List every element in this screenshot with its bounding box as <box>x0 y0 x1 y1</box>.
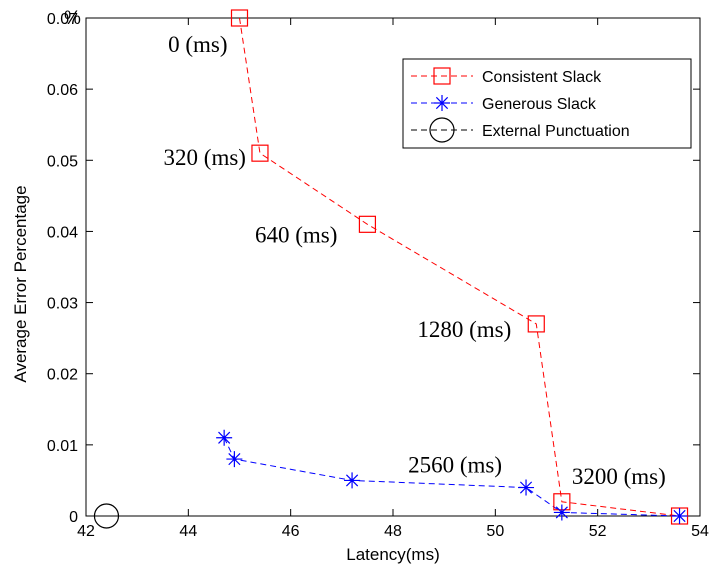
y-tick-label: 0.02 <box>47 367 78 384</box>
legend-marker-generous-slack <box>434 95 450 111</box>
legend-label-external-punctuation: External Punctuation <box>482 123 630 140</box>
y-tick-label: 0.01 <box>47 438 78 455</box>
x-tick-label: 50 <box>486 523 504 540</box>
consistent-slack-line <box>239 17 680 517</box>
y-tick-label: 0.06 <box>47 82 78 99</box>
annotations: 0 (ms) 320 (ms) 640 (ms) 1280 (ms) 2560 (ms)… <box>164 32 666 489</box>
y-tick-label: 0.05 <box>47 153 78 170</box>
x-tick-label: 54 <box>691 523 709 540</box>
y-tick-label: 0.03 <box>47 296 78 313</box>
annotation-label: 1280 (ms) <box>417 317 511 342</box>
y-unit-label: % <box>64 8 81 29</box>
generous-slack-marker <box>226 451 243 468</box>
consistent-slack-marker <box>358 215 377 233</box>
y-axis-label: Average Error Percentage <box>11 185 30 382</box>
axis-ticks: 42 44 46 48 50 52 54 0 0.01 0.02 0.03 0.04 0.05 0.06 0… <box>47 11 709 540</box>
consistent-slack-marker <box>527 315 545 333</box>
y-tick-label: 0 <box>69 509 78 526</box>
x-tick-label: 48 <box>384 523 402 540</box>
x-tick-label: 46 <box>282 523 300 540</box>
external-punctuation-marker <box>93 503 120 529</box>
x-tick-label: 42 <box>77 523 95 540</box>
y-tick-label: 0.07 <box>47 11 78 28</box>
legend: Consistent Slack Generous Slack External P… <box>402 58 692 149</box>
annotation-label: 3200 (ms) <box>572 464 666 489</box>
x-tick-label: 44 <box>179 523 197 540</box>
series-markers <box>93 9 689 529</box>
generous-slack-marker <box>344 472 361 489</box>
generous-slack-marker <box>216 429 233 446</box>
generous-slack-marker <box>671 508 688 524</box>
y-tick-label: 0.04 <box>47 224 78 241</box>
legend-marker-external-punctuation <box>429 117 455 143</box>
legend-label-generous-slack: Generous Slack <box>482 96 597 113</box>
series-lines <box>223 17 680 517</box>
x-axis-label: Latency(ms) <box>346 545 440 564</box>
generous-slack-line <box>223 437 680 517</box>
annotation-label: 2560 (ms) <box>408 453 502 478</box>
consistent-slack-marker <box>251 144 269 162</box>
annotation-label: 320 (ms) <box>164 145 246 170</box>
legend-label-consistent-slack: Consistent Slack <box>482 69 602 86</box>
annotation-label: 640 (ms) <box>255 222 337 247</box>
x-tick-label: 52 <box>589 523 607 540</box>
legend-marker-consistent-slack <box>433 67 451 85</box>
consistent-slack-marker <box>230 9 249 27</box>
generous-slack-marker <box>518 479 535 496</box>
annotation-label: 0 (ms) <box>168 32 227 57</box>
generous-slack-marker <box>553 504 570 521</box>
